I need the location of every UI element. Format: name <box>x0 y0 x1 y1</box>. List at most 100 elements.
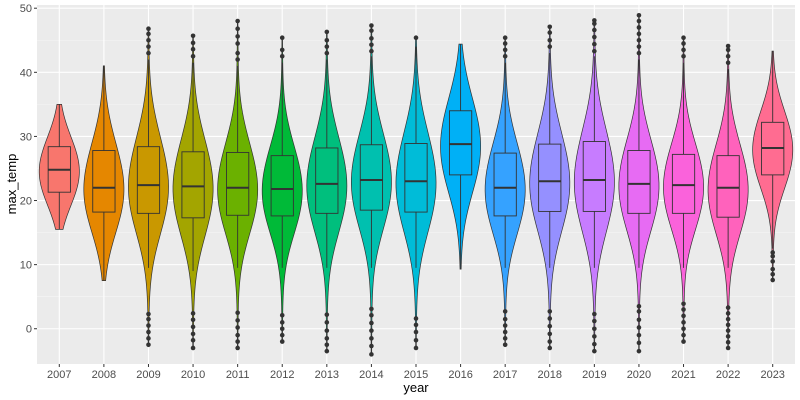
box-2022 <box>716 155 740 218</box>
x-tick-label: 2017 <box>493 369 517 381</box>
outlier-2013 <box>324 328 330 333</box>
outlier-2019 <box>592 18 597 23</box>
outlier-2019 <box>592 334 597 339</box>
outlier-2022 <box>725 43 731 49</box>
outlier-2015 <box>413 345 419 351</box>
y-tick-label: 0 <box>26 324 32 336</box>
outlier-2009 <box>146 323 151 328</box>
outlier-2014 <box>369 336 374 341</box>
outlier-2012 <box>279 326 285 332</box>
outlier-2009 <box>146 316 151 322</box>
outlier-2011 <box>235 318 240 323</box>
box-2008 <box>92 150 116 213</box>
outlier-2023 <box>770 250 776 255</box>
outlier-2012 <box>279 35 285 40</box>
x-tick-label: 2019 <box>582 369 606 381</box>
outlier-2019 <box>592 348 597 354</box>
outlier-2022 <box>725 322 731 328</box>
outlier-2022 <box>725 53 731 59</box>
outlier-2017 <box>502 35 508 40</box>
box-2011 <box>226 151 250 216</box>
outlier-2014 <box>369 42 374 48</box>
outlier-2019 <box>592 21 597 26</box>
outlier-2009 <box>146 50 151 56</box>
outlier-2018 <box>547 30 553 35</box>
outlier-2010 <box>190 53 196 59</box>
outlier-2011 <box>235 41 240 46</box>
x-tick-label: 2015 <box>404 369 428 381</box>
outlier-2023 <box>770 266 776 272</box>
y-axis: 0 10 20 30 40 50 <box>20 3 37 336</box>
outlier-2011 <box>235 34 240 39</box>
outlier-2023 <box>770 271 776 277</box>
outlier-2021 <box>681 53 686 59</box>
outlier-2017 <box>502 329 508 335</box>
outlier-2021 <box>681 326 686 332</box>
outlier-2010 <box>190 33 196 39</box>
outlier-2012 <box>279 332 285 338</box>
x-axis: 2007 2008 2009 2010 2011 2012 2013 2014 2015 2016… <box>47 364 785 381</box>
outlier-2017 <box>502 323 508 328</box>
outlier-2021 <box>681 332 686 338</box>
outlier-2009 <box>146 26 151 32</box>
outlier-2020 <box>636 31 642 37</box>
outlier-2011 <box>235 18 240 24</box>
outlier-2020 <box>636 348 642 354</box>
y-tick-label: 50 <box>20 3 32 15</box>
outlier-2014 <box>369 36 374 41</box>
outlier-2011 <box>235 325 240 330</box>
outlier-2020 <box>636 18 642 24</box>
outlier-2014 <box>369 23 374 28</box>
outlier-2018 <box>547 309 553 314</box>
outlier-2017 <box>502 53 508 59</box>
outlier-2022 <box>725 47 731 53</box>
outlier-2017 <box>502 336 508 341</box>
outlier-2013 <box>324 29 330 35</box>
x-tick-label: 2012 <box>270 369 294 381</box>
x-tick-label: 2021 <box>671 369 695 381</box>
box-2009 <box>136 146 161 214</box>
outlier-2011 <box>235 50 240 56</box>
outlier-2009 <box>146 336 151 341</box>
box-2015 <box>404 143 428 213</box>
outlier-2011 <box>235 57 240 62</box>
outlier-2020 <box>636 12 642 18</box>
outlier-2014 <box>369 328 374 333</box>
outlier-2023 <box>770 253 776 259</box>
outlier-2023 <box>770 277 776 283</box>
box-2018 <box>538 143 562 212</box>
outlier-2020 <box>636 50 642 56</box>
outlier-2019 <box>592 34 597 40</box>
outlier-2019 <box>592 41 597 47</box>
outlier-2021 <box>681 320 686 325</box>
outlier-2021 <box>681 35 686 40</box>
outlier-2015 <box>413 35 419 40</box>
outlier-2022 <box>725 60 731 65</box>
outlier-2019 <box>592 326 597 332</box>
outlier-2012 <box>279 53 285 59</box>
box-2019 <box>582 141 606 212</box>
outlier-2012 <box>279 320 285 325</box>
outlier-2022 <box>725 316 731 322</box>
outlier-2015 <box>413 316 419 321</box>
y-tick-label: 40 <box>20 67 32 79</box>
y-tick-label: 20 <box>20 196 32 208</box>
outlier-2018 <box>547 24 553 30</box>
outlier-2022 <box>725 345 731 351</box>
outlier-2023 <box>770 259 776 264</box>
outlier-2018 <box>547 316 553 321</box>
outlier-2014 <box>369 343 374 349</box>
outlier-2017 <box>502 47 508 53</box>
outlier-2019 <box>592 27 597 33</box>
outlier-2014 <box>369 28 374 33</box>
box-2017 <box>493 152 517 217</box>
y-tick-label: 10 <box>20 260 32 272</box>
outlier-2018 <box>547 331 553 337</box>
outlier-2020 <box>636 304 642 309</box>
outlier-2020 <box>636 309 642 314</box>
violin-2007 <box>38 104 80 230</box>
violin-2023 <box>752 50 794 282</box>
box-2010 <box>181 151 205 219</box>
outlier-2014 <box>369 306 374 312</box>
outlier-2021 <box>681 307 686 312</box>
